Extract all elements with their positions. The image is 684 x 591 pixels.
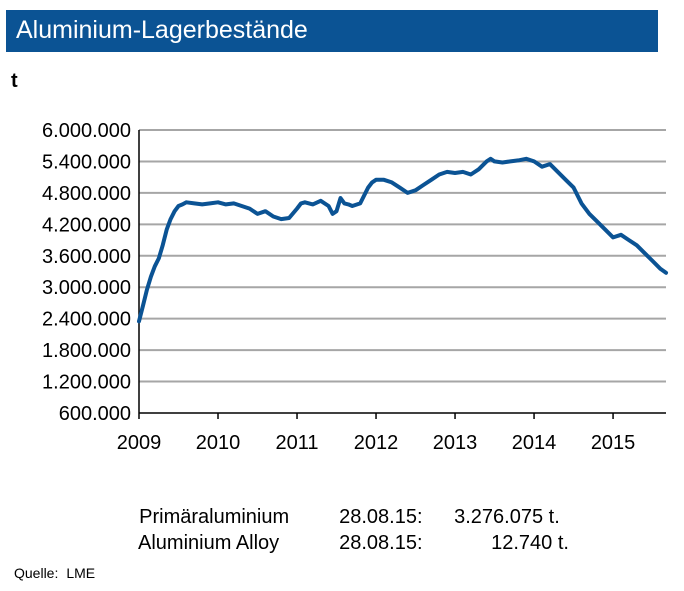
info-date-primary: 28.08.15: — [328, 483, 423, 529]
info-value-primary: 3.276.075 t. — [443, 483, 560, 529]
series-group — [137, 156, 668, 324]
y-tick-label: 6.000.000 — [42, 120, 131, 142]
info-value-alloy: 12.740 t. — [480, 509, 569, 555]
info-date-alloy: 28.08.15: — [328, 509, 423, 555]
y-tick-label: 4.800.000 — [42, 183, 131, 205]
y-axis-unit: t — [11, 70, 18, 92]
y-tick-label: 2.400.000 — [42, 309, 131, 331]
x-tick-label: 2010 — [196, 432, 241, 454]
source-label: Quelle: — [14, 565, 59, 581]
x-tick-labels: 2009 2010 2011 2012 2013 2014 2015 — [117, 432, 636, 454]
y-tick-labels: 6.000.000 5.400.000 4.800.000 4.200.000 3.60… — [42, 120, 131, 425]
source-note: Quelle: LME — [14, 565, 103, 581]
x-tick-label: 2012 — [354, 432, 399, 454]
info-label: Aluminium Alloy — [138, 532, 280, 554]
info-label: Primäraluminium — [139, 506, 290, 528]
grid-lines — [139, 129, 666, 383]
series-line — [137, 156, 668, 324]
y-tick-label: 600.000 — [59, 403, 131, 425]
x-tick-label: 2015 — [591, 432, 636, 454]
title-bar: Aluminium-Lagerbestände — [6, 10, 658, 52]
y-tick-label: 5.400.000 — [42, 151, 131, 173]
x-tick-label: 2011 — [276, 432, 319, 454]
info-row-primary: Primäraluminium — [128, 483, 289, 529]
info-value: 3.276.075 t. — [454, 506, 560, 528]
y-tick-label: 4.200.000 — [42, 214, 131, 236]
x-tick-label: 2013 — [433, 432, 478, 454]
chart-title: Aluminium-Lagerbestände — [16, 16, 308, 44]
y-tick-label: 1.800.000 — [42, 340, 131, 362]
y-tick-label: 1.200.000 — [42, 372, 131, 394]
info-date: 28.08.15: — [339, 506, 423, 528]
x-tick-label: 2014 — [512, 432, 557, 454]
info-row-alloy: Aluminium Alloy — [128, 509, 279, 555]
y-tick-label: 3.600.000 — [42, 246, 131, 268]
info-value: 12.740 t. — [491, 532, 569, 554]
source-value: LME — [66, 565, 96, 581]
axes — [138, 130, 666, 419]
y-tick-label: 3.000.000 — [42, 277, 131, 299]
x-tick-label: 2009 — [117, 432, 162, 454]
info-date: 28.08.15: — [339, 532, 423, 554]
